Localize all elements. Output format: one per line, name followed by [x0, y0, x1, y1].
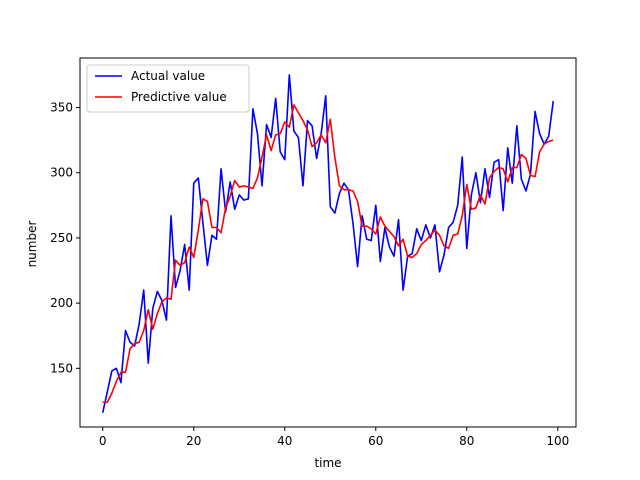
x-tick-label: 100 [546, 434, 569, 448]
y-axis-label: number [25, 221, 39, 268]
y-tick-label: 150 [50, 361, 73, 375]
series-line-actual [101, 74, 555, 413]
legend-label: Predictive value [131, 90, 227, 104]
x-tick-label: 40 [277, 434, 292, 448]
legend-box [86, 64, 250, 113]
x-tick-label: 60 [368, 434, 383, 448]
axes: 0 20 40 60 80 100 150 200 250 300 350 [50, 57, 577, 448]
legend-label: Actual value [131, 69, 205, 83]
plot-frame [79, 57, 577, 428]
y-tick-label: 300 [50, 166, 73, 180]
y-tick-label: 200 [50, 296, 73, 310]
x-tick-label: 80 [459, 434, 474, 448]
y-tick-label: 250 [50, 231, 73, 245]
y-tick-label: 350 [50, 101, 73, 115]
x-axis-label: time [314, 456, 341, 470]
x-tick-label: 0 [99, 434, 107, 448]
legend: Actual value Predictive value [86, 64, 250, 113]
series-line-predictive [102, 104, 554, 404]
plot-area [101, 74, 555, 413]
x-tick-label: 20 [186, 434, 201, 448]
